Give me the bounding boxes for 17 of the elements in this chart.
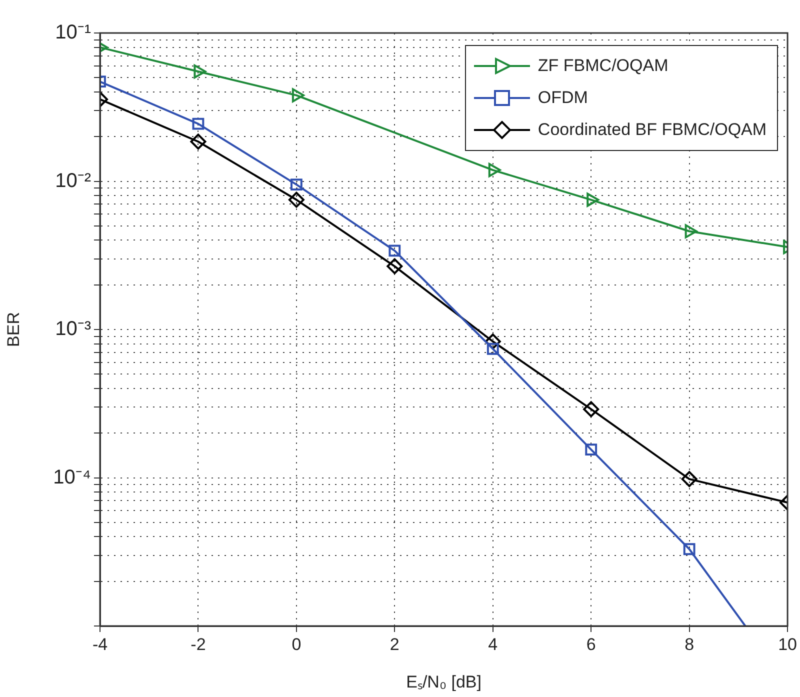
x-tick-label: -2 <box>190 634 206 654</box>
x-tick-label: 6 <box>586 634 596 654</box>
x-axis-title: Eₛ/N₀ [dB] <box>406 672 482 692</box>
x-tick-label: 2 <box>390 634 400 654</box>
x-tick-label: 4 <box>488 634 498 654</box>
x-tick-label: 8 <box>684 634 694 654</box>
x-tick-label: 10 <box>778 634 798 654</box>
y-tick-label: 10⁻³ <box>55 318 92 340</box>
legend-label: ZF FBMC/OQAM <box>538 56 668 76</box>
y-tick-label: 10⁻¹ <box>55 22 92 44</box>
legend-label: Coordinated BF FBMC/OQAM <box>538 120 767 140</box>
x-tick-label: 0 <box>292 634 302 654</box>
x-tick-label: -4 <box>92 634 108 654</box>
y-tick-label: 10⁻² <box>55 170 92 192</box>
legend-label: OFDM <box>538 88 588 108</box>
y-axis-title: BER <box>4 312 23 347</box>
y-tick-label: 10⁻⁴ <box>53 466 91 488</box>
